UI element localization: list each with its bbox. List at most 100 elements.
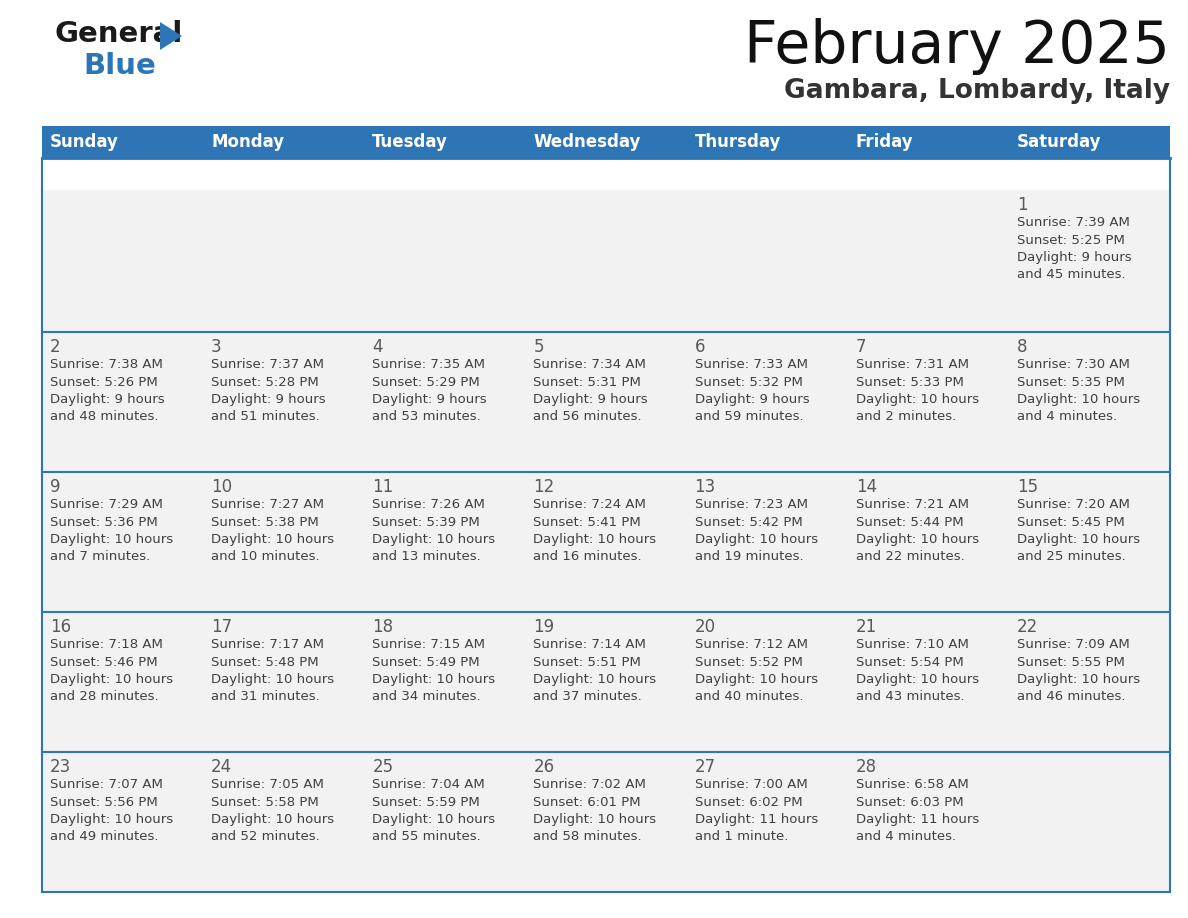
- Text: Sunrise: 7:02 AM: Sunrise: 7:02 AM: [533, 778, 646, 791]
- Text: Daylight: 10 hours: Daylight: 10 hours: [211, 533, 334, 546]
- Text: and 13 minutes.: and 13 minutes.: [372, 551, 481, 564]
- Text: Daylight: 10 hours: Daylight: 10 hours: [855, 393, 979, 406]
- Text: 24: 24: [211, 758, 233, 776]
- Text: Daylight: 10 hours: Daylight: 10 hours: [1017, 673, 1140, 686]
- Text: 10: 10: [211, 478, 233, 496]
- Text: Daylight: 10 hours: Daylight: 10 hours: [372, 673, 495, 686]
- Text: Sunrise: 7:21 AM: Sunrise: 7:21 AM: [855, 498, 968, 511]
- Text: Sunset: 5:31 PM: Sunset: 5:31 PM: [533, 375, 642, 388]
- Text: and 10 minutes.: and 10 minutes.: [211, 551, 320, 564]
- Text: 8: 8: [1017, 338, 1028, 356]
- Text: 19: 19: [533, 618, 555, 636]
- Text: Sunrise: 7:07 AM: Sunrise: 7:07 AM: [50, 778, 163, 791]
- Text: Daylight: 9 hours: Daylight: 9 hours: [533, 393, 647, 406]
- Text: 6: 6: [695, 338, 704, 356]
- Text: Daylight: 10 hours: Daylight: 10 hours: [211, 813, 334, 826]
- Text: 14: 14: [855, 478, 877, 496]
- Text: Sunset: 5:58 PM: Sunset: 5:58 PM: [211, 796, 318, 809]
- Text: and 40 minutes.: and 40 minutes.: [695, 690, 803, 703]
- Text: Daylight: 10 hours: Daylight: 10 hours: [372, 533, 495, 546]
- Text: 28: 28: [855, 758, 877, 776]
- Text: Sunset: 5:54 PM: Sunset: 5:54 PM: [855, 655, 963, 668]
- Text: Daylight: 10 hours: Daylight: 10 hours: [533, 813, 657, 826]
- Text: Sunset: 5:51 PM: Sunset: 5:51 PM: [533, 655, 642, 668]
- Text: Daylight: 9 hours: Daylight: 9 hours: [1017, 251, 1131, 264]
- Text: Sunrise: 7:30 AM: Sunrise: 7:30 AM: [1017, 358, 1130, 371]
- Text: 4: 4: [372, 338, 383, 356]
- Text: and 53 minutes.: and 53 minutes.: [372, 410, 481, 423]
- Text: Sunset: 5:59 PM: Sunset: 5:59 PM: [372, 796, 480, 809]
- Text: Sunset: 5:46 PM: Sunset: 5:46 PM: [50, 655, 158, 668]
- Text: Daylight: 10 hours: Daylight: 10 hours: [1017, 393, 1140, 406]
- Text: Sunrise: 7:37 AM: Sunrise: 7:37 AM: [211, 358, 324, 371]
- Text: and 46 minutes.: and 46 minutes.: [1017, 690, 1125, 703]
- Text: Sunset: 6:02 PM: Sunset: 6:02 PM: [695, 796, 802, 809]
- Text: and 28 minutes.: and 28 minutes.: [50, 690, 159, 703]
- Text: Daylight: 10 hours: Daylight: 10 hours: [533, 533, 657, 546]
- Text: 7: 7: [855, 338, 866, 356]
- Text: and 49 minutes.: and 49 minutes.: [50, 831, 158, 844]
- Text: Daylight: 10 hours: Daylight: 10 hours: [1017, 533, 1140, 546]
- Text: Sunset: 5:55 PM: Sunset: 5:55 PM: [1017, 655, 1125, 668]
- Text: Sunrise: 7:10 AM: Sunrise: 7:10 AM: [855, 638, 968, 651]
- Text: and 34 minutes.: and 34 minutes.: [372, 690, 481, 703]
- Bar: [42, 190, 1170, 892]
- Text: Daylight: 10 hours: Daylight: 10 hours: [211, 673, 334, 686]
- Text: Sunrise: 7:33 AM: Sunrise: 7:33 AM: [695, 358, 808, 371]
- Text: Daylight: 10 hours: Daylight: 10 hours: [50, 813, 173, 826]
- Text: Daylight: 9 hours: Daylight: 9 hours: [372, 393, 487, 406]
- Text: 25: 25: [372, 758, 393, 776]
- Text: and 37 minutes.: and 37 minutes.: [533, 690, 643, 703]
- Text: and 7 minutes.: and 7 minutes.: [50, 551, 150, 564]
- Text: Gambara, Lombardy, Italy: Gambara, Lombardy, Italy: [784, 78, 1170, 104]
- Text: Sunrise: 7:35 AM: Sunrise: 7:35 AM: [372, 358, 485, 371]
- Text: Friday: Friday: [855, 133, 914, 151]
- Text: Sunset: 5:28 PM: Sunset: 5:28 PM: [211, 375, 318, 388]
- Text: and 43 minutes.: and 43 minutes.: [855, 690, 965, 703]
- Text: Sunrise: 7:05 AM: Sunrise: 7:05 AM: [211, 778, 324, 791]
- Text: Sunrise: 7:39 AM: Sunrise: 7:39 AM: [1017, 216, 1130, 229]
- Text: Sunset: 5:56 PM: Sunset: 5:56 PM: [50, 796, 158, 809]
- Text: 16: 16: [50, 618, 71, 636]
- Text: and 58 minutes.: and 58 minutes.: [533, 831, 642, 844]
- Text: and 22 minutes.: and 22 minutes.: [855, 551, 965, 564]
- Text: Monday: Monday: [211, 133, 284, 151]
- Text: Sunrise: 7:23 AM: Sunrise: 7:23 AM: [695, 498, 808, 511]
- Text: Sunrise: 7:24 AM: Sunrise: 7:24 AM: [533, 498, 646, 511]
- Text: Sunrise: 7:27 AM: Sunrise: 7:27 AM: [211, 498, 324, 511]
- Text: Sunset: 5:29 PM: Sunset: 5:29 PM: [372, 375, 480, 388]
- Text: 21: 21: [855, 618, 877, 636]
- Text: and 4 minutes.: and 4 minutes.: [855, 831, 956, 844]
- Text: Sunrise: 7:38 AM: Sunrise: 7:38 AM: [50, 358, 163, 371]
- Text: Sunrise: 7:00 AM: Sunrise: 7:00 AM: [695, 778, 808, 791]
- Text: Sunrise: 7:04 AM: Sunrise: 7:04 AM: [372, 778, 485, 791]
- Text: 26: 26: [533, 758, 555, 776]
- Text: 23: 23: [50, 758, 71, 776]
- Text: Sunset: 6:01 PM: Sunset: 6:01 PM: [533, 796, 642, 809]
- Text: Sunset: 5:33 PM: Sunset: 5:33 PM: [855, 375, 963, 388]
- Text: Daylight: 10 hours: Daylight: 10 hours: [50, 533, 173, 546]
- Text: Sunrise: 7:18 AM: Sunrise: 7:18 AM: [50, 638, 163, 651]
- Text: General: General: [55, 20, 183, 48]
- Text: and 52 minutes.: and 52 minutes.: [211, 831, 320, 844]
- Text: and 56 minutes.: and 56 minutes.: [533, 410, 642, 423]
- Text: Daylight: 11 hours: Daylight: 11 hours: [855, 813, 979, 826]
- Text: 22: 22: [1017, 618, 1038, 636]
- Text: Sunset: 5:32 PM: Sunset: 5:32 PM: [695, 375, 802, 388]
- Text: Sunrise: 7:12 AM: Sunrise: 7:12 AM: [695, 638, 808, 651]
- Text: Sunset: 5:44 PM: Sunset: 5:44 PM: [855, 516, 963, 529]
- Text: and 55 minutes.: and 55 minutes.: [372, 831, 481, 844]
- Text: Sunset: 5:26 PM: Sunset: 5:26 PM: [50, 375, 158, 388]
- Text: Daylight: 10 hours: Daylight: 10 hours: [695, 673, 817, 686]
- Text: Sunrise: 7:09 AM: Sunrise: 7:09 AM: [1017, 638, 1130, 651]
- Text: 1: 1: [1017, 196, 1028, 214]
- Text: Daylight: 9 hours: Daylight: 9 hours: [211, 393, 326, 406]
- Text: Sunrise: 7:17 AM: Sunrise: 7:17 AM: [211, 638, 324, 651]
- Text: Sunrise: 7:31 AM: Sunrise: 7:31 AM: [855, 358, 968, 371]
- Text: Daylight: 10 hours: Daylight: 10 hours: [372, 813, 495, 826]
- Bar: [42, 126, 1170, 158]
- Text: and 59 minutes.: and 59 minutes.: [695, 410, 803, 423]
- Text: Daylight: 10 hours: Daylight: 10 hours: [533, 673, 657, 686]
- Text: and 25 minutes.: and 25 minutes.: [1017, 551, 1125, 564]
- Text: and 51 minutes.: and 51 minutes.: [211, 410, 320, 423]
